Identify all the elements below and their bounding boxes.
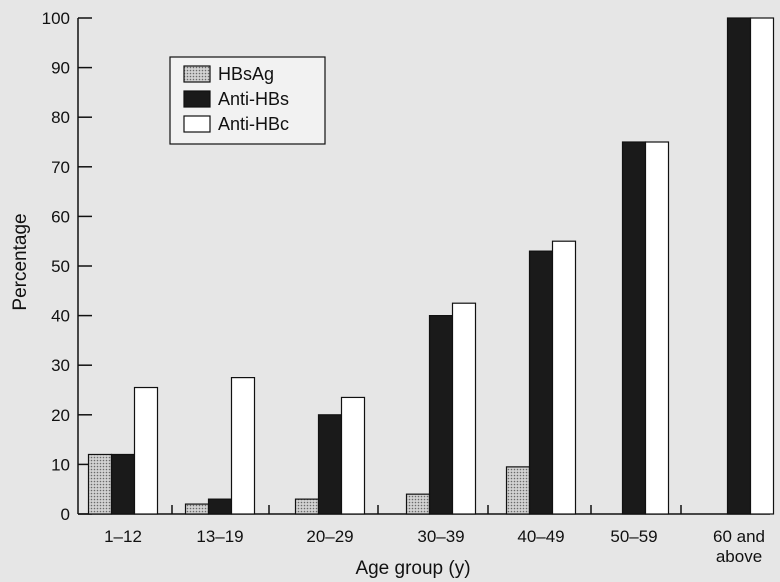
bar-hbsag-1 <box>184 503 210 515</box>
legend-label: Anti-HBc <box>218 114 289 134</box>
legend-label: Anti-HBs <box>218 89 289 109</box>
legend-swatch-anti-hbs <box>183 90 211 108</box>
y-axis-title: Percentage <box>10 213 31 310</box>
bar-hbsag-2 <box>294 498 320 515</box>
bar-anti-hbc-2 <box>340 396 366 515</box>
y-tick-label: 90 <box>51 59 70 78</box>
x-tick-label: 30–39 <box>417 527 464 546</box>
bar-anti-hbs-1 <box>207 498 233 515</box>
bar-anti-hbc-0 <box>133 386 159 515</box>
y-tick-label: 80 <box>51 108 70 127</box>
bar-anti-hbs-6 <box>726 17 752 515</box>
bar-anti-hbs-3 <box>428 315 454 515</box>
x-tick-label: 50–59 <box>610 527 657 546</box>
y-tick-label: 20 <box>51 406 70 425</box>
bar-anti-hbc-1 <box>230 377 256 515</box>
x-tick-labels: 1–12 13–19 20–29 30–39 40–49 50–59 60 and above <box>104 527 765 566</box>
x-tick-label: 13–19 <box>196 527 243 546</box>
legend-swatch-anti-hbc <box>183 115 211 133</box>
bar-anti-hbs-4 <box>528 250 554 515</box>
bar-anti-hbc-3 <box>451 302 477 515</box>
x-tick-label: 20–29 <box>306 527 353 546</box>
legend: HBsAg Anti-HBs Anti-HBc <box>169 56 326 145</box>
bar-hbsag-0 <box>87 453 113 515</box>
x-tick-label: 60 and above <box>713 527 765 566</box>
legend-label: HBsAg <box>218 64 274 84</box>
y-tick-label: 60 <box>51 207 70 226</box>
bar-hbsag-4 <box>505 466 531 515</box>
y-tick-label: 50 <box>51 257 70 276</box>
legend-swatch-hbsag <box>183 65 211 83</box>
y-tick-labels: 0 10 20 30 40 50 60 70 80 90 100 <box>42 9 70 524</box>
bar-hbsag-3 <box>405 493 431 515</box>
y-tick-label: 10 <box>51 455 70 474</box>
y-tick-label: 70 <box>51 158 70 177</box>
bar-anti-hbs-5 <box>621 141 647 515</box>
bar-anti-hbc-5 <box>644 141 670 515</box>
y-tick-label: 100 <box>42 9 70 28</box>
bars <box>87 17 775 515</box>
bar-anti-hbs-0 <box>110 453 136 515</box>
x-tick-label: 40–49 <box>517 527 564 546</box>
bar-anti-hbc-4 <box>551 240 577 515</box>
x-tick-label: 1–12 <box>104 527 142 546</box>
y-tick-label: 40 <box>51 307 70 326</box>
y-tick-label: 30 <box>51 356 70 375</box>
bar-anti-hbs-2 <box>317 414 343 515</box>
x-axis-title: Age group (y) <box>355 558 470 579</box>
y-tick-label: 0 <box>61 505 70 524</box>
bar-anti-hbc-6 <box>749 17 775 515</box>
